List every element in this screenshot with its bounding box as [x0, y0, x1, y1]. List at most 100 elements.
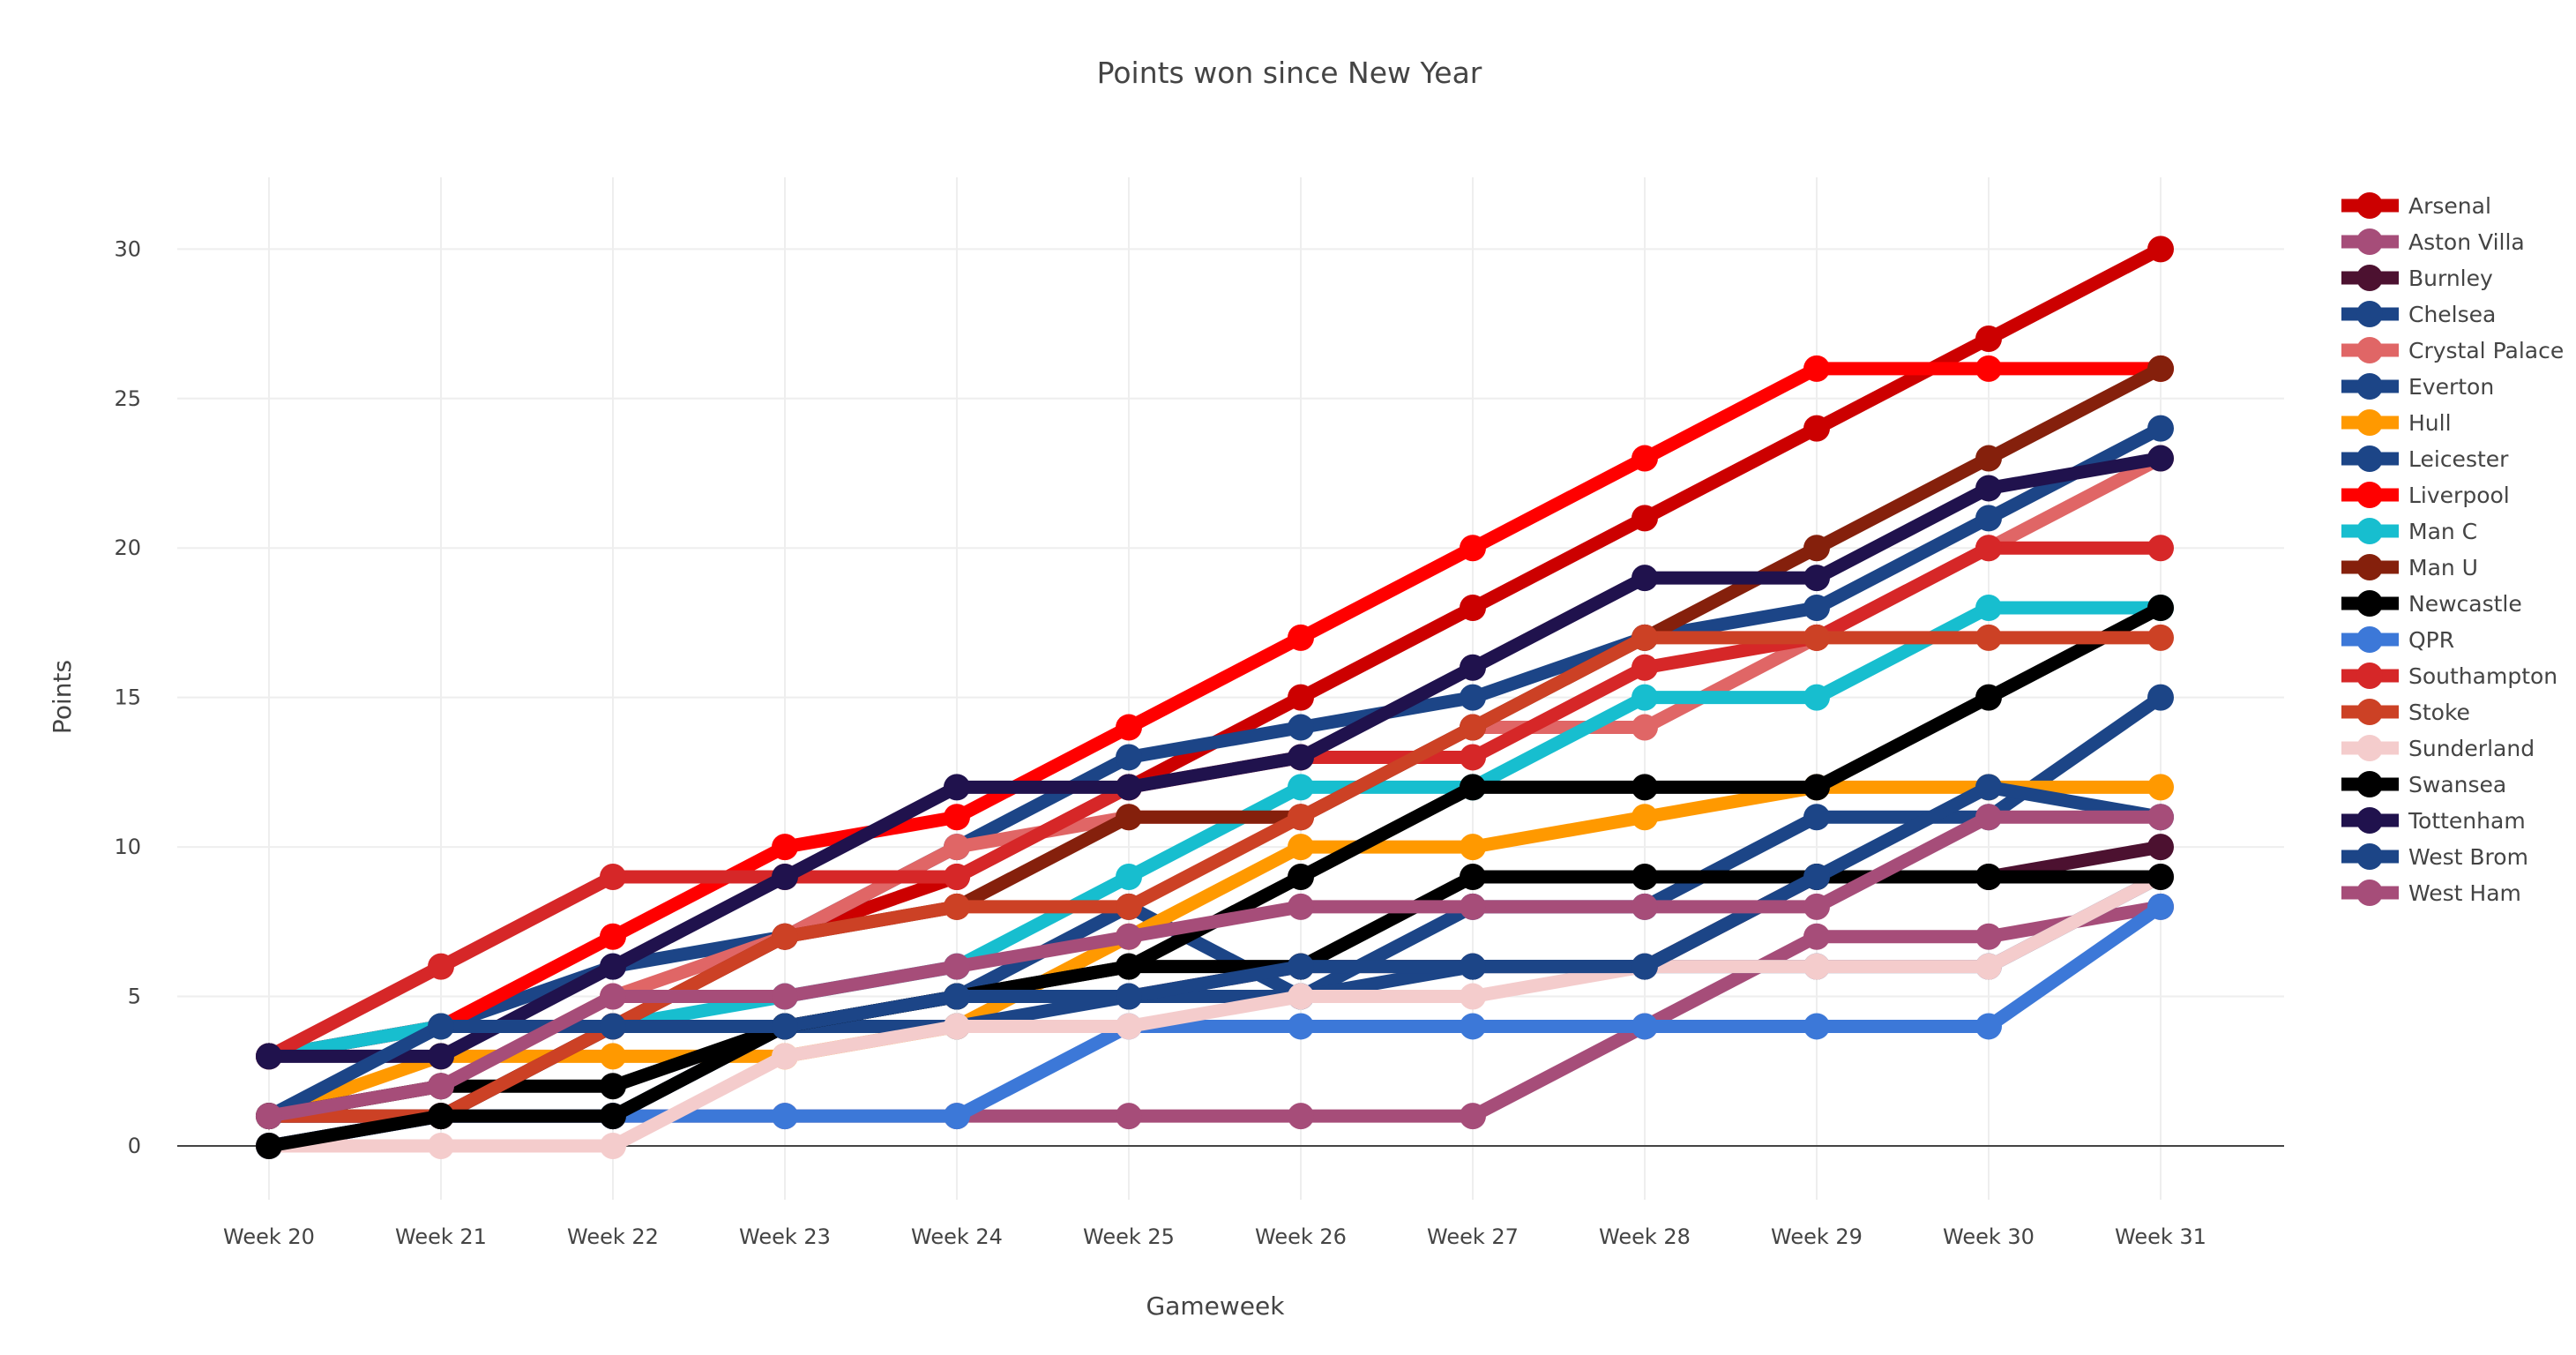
data-point[interactable] — [1460, 834, 1486, 861]
data-point[interactable] — [1460, 714, 1486, 741]
legend-item[interactable]: Southampton — [2341, 663, 2557, 689]
data-point[interactable] — [2147, 804, 2174, 831]
data-point[interactable] — [1116, 774, 1142, 801]
data-point[interactable] — [944, 1013, 970, 1040]
data-point[interactable] — [1631, 684, 1658, 711]
data-point[interactable] — [1116, 744, 1142, 771]
data-point[interactable] — [1631, 953, 1658, 980]
data-point[interactable] — [1116, 923, 1142, 950]
data-point[interactable] — [428, 1013, 454, 1040]
data-point[interactable] — [1975, 684, 2002, 711]
data-point[interactable] — [772, 923, 798, 950]
legend-item[interactable]: West Ham — [2341, 880, 2521, 906]
data-point[interactable] — [1803, 864, 1830, 890]
data-point[interactable] — [2147, 415, 2174, 442]
legend-item[interactable]: Leicester — [2341, 445, 2509, 472]
data-point[interactable] — [1975, 445, 2002, 472]
data-point[interactable] — [1975, 864, 2002, 890]
data-point[interactable] — [1288, 774, 1314, 801]
legend-item[interactable]: Swansea — [2341, 771, 2506, 797]
data-point[interactable] — [2147, 893, 2174, 920]
data-point[interactable] — [428, 953, 454, 980]
data-point[interactable] — [1803, 774, 1830, 801]
legend-item[interactable]: Everton — [2341, 373, 2494, 400]
data-point[interactable] — [2147, 774, 2174, 801]
data-point[interactable] — [2147, 864, 2174, 890]
data-point[interactable] — [1975, 595, 2002, 621]
data-point[interactable] — [1460, 654, 1486, 681]
data-point[interactable] — [1288, 714, 1314, 741]
data-point[interactable] — [1460, 1103, 1486, 1130]
data-point[interactable] — [1803, 355, 1830, 382]
data-point[interactable] — [2147, 684, 2174, 711]
data-point[interactable] — [772, 864, 798, 890]
data-point[interactable] — [1631, 893, 1658, 920]
data-point[interactable] — [600, 923, 626, 950]
data-point[interactable] — [1460, 953, 1486, 980]
data-point[interactable] — [772, 983, 798, 1010]
data-point[interactable] — [1288, 834, 1314, 861]
data-point[interactable] — [2147, 595, 2174, 621]
data-point[interactable] — [1460, 864, 1486, 890]
legend-item[interactable]: Man C — [2341, 518, 2477, 544]
data-point[interactable] — [944, 864, 970, 890]
data-point[interactable] — [1460, 535, 1486, 562]
data-point[interactable] — [1975, 624, 2002, 651]
legend-item[interactable]: Burnley — [2341, 265, 2493, 291]
data-point[interactable] — [1631, 624, 1658, 651]
data-point[interactable] — [1288, 1103, 1314, 1130]
data-point[interactable] — [600, 983, 626, 1010]
data-point[interactable] — [2147, 834, 2174, 861]
legend-item[interactable]: West Brom — [2341, 843, 2528, 870]
data-point[interactable] — [1288, 624, 1314, 651]
data-point[interactable] — [1631, 505, 1658, 532]
data-point[interactable] — [1116, 983, 1142, 1010]
data-point[interactable] — [428, 1043, 454, 1070]
data-point[interactable] — [1288, 953, 1314, 980]
legend-item[interactable]: Aston Villa — [2341, 228, 2525, 255]
data-point[interactable] — [1116, 1103, 1142, 1130]
data-point[interactable] — [1116, 893, 1142, 920]
data-point[interactable] — [772, 834, 798, 861]
data-point[interactable] — [600, 1133, 626, 1159]
data-point[interactable] — [1975, 505, 2002, 532]
data-point[interactable] — [1631, 565, 1658, 592]
data-point[interactable] — [944, 774, 970, 801]
data-point[interactable] — [1288, 804, 1314, 831]
data-point[interactable] — [1288, 893, 1314, 920]
data-point[interactable] — [428, 1103, 454, 1130]
data-point[interactable] — [1288, 1013, 1314, 1040]
data-point[interactable] — [1460, 1013, 1486, 1040]
data-point[interactable] — [1116, 953, 1142, 980]
data-point[interactable] — [600, 1073, 626, 1100]
data-point[interactable] — [428, 1133, 454, 1159]
data-point[interactable] — [600, 1013, 626, 1040]
data-point[interactable] — [1288, 744, 1314, 771]
data-point[interactable] — [944, 983, 970, 1010]
legend-item[interactable]: Arsenal — [2341, 192, 2491, 219]
data-point[interactable] — [1116, 714, 1142, 741]
legend-item[interactable]: Tottenham — [2341, 807, 2526, 834]
data-point[interactable] — [1803, 415, 1830, 442]
data-point[interactable] — [1803, 565, 1830, 592]
data-point[interactable] — [2147, 535, 2174, 562]
legend-item[interactable]: Stoke — [2341, 699, 2470, 725]
data-point[interactable] — [1803, 923, 1830, 950]
data-point[interactable] — [772, 1013, 798, 1040]
data-point[interactable] — [1803, 595, 1830, 621]
data-point[interactable] — [600, 1043, 626, 1070]
data-point[interactable] — [772, 1103, 798, 1130]
data-point[interactable] — [944, 834, 970, 861]
legend-item[interactable]: Sunderland — [2341, 735, 2535, 761]
data-point[interactable] — [2147, 624, 2174, 651]
data-point[interactable] — [600, 953, 626, 980]
data-point[interactable] — [1631, 804, 1658, 831]
data-point[interactable] — [1803, 953, 1830, 980]
data-point[interactable] — [1975, 326, 2002, 352]
data-point[interactable] — [1288, 983, 1314, 1010]
data-point[interactable] — [1975, 774, 2002, 801]
data-point[interactable] — [1803, 804, 1830, 831]
data-point[interactable] — [1631, 714, 1658, 741]
data-point[interactable] — [1975, 475, 2002, 502]
data-point[interactable] — [1460, 744, 1486, 771]
